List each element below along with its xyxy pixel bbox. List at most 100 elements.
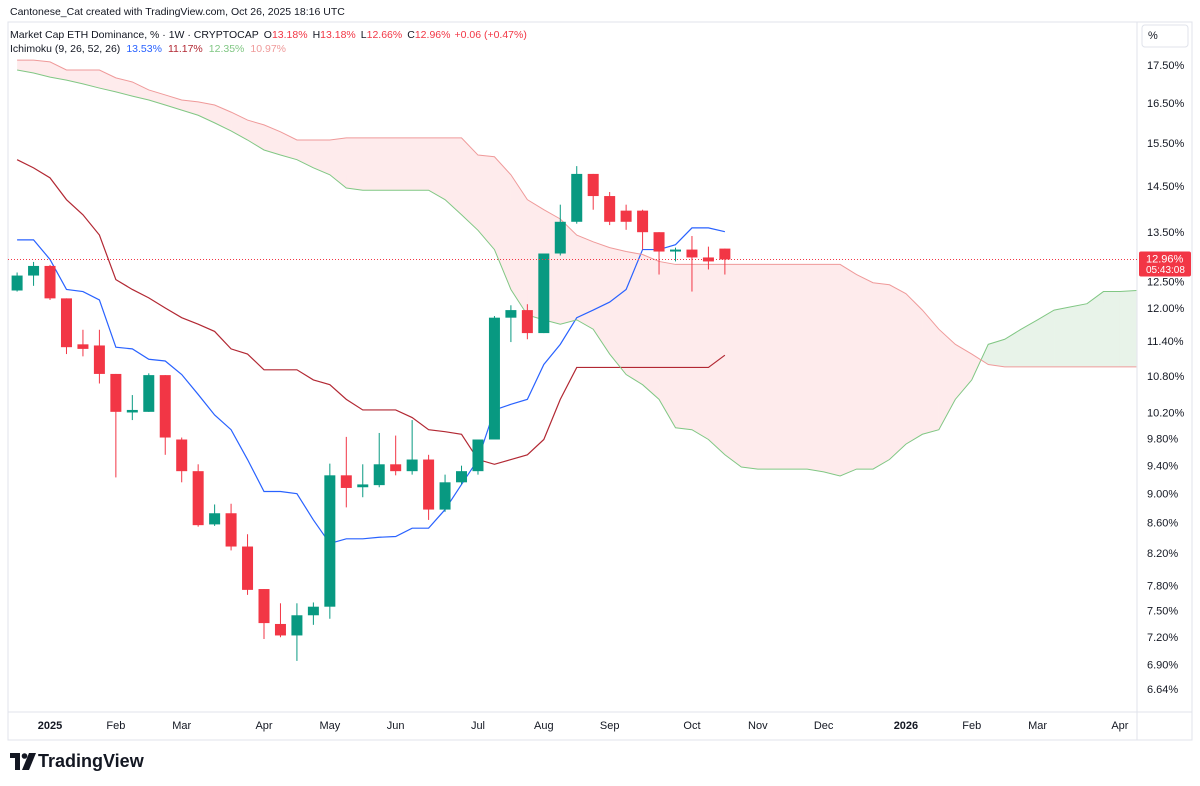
unit-button[interactable] — [1141, 24, 1189, 48]
candle-body — [702, 257, 714, 262]
brand-logo — [10, 753, 36, 770]
candle-body — [11, 275, 23, 291]
y-tick-label: 17.50% — [1147, 60, 1185, 72]
y-tick-label: 9.80% — [1147, 433, 1178, 445]
cloud-segment — [181, 99, 199, 116]
candle-body — [604, 196, 616, 222]
cloud-segment — [609, 247, 627, 375]
indicator-legend: Ichimoku (9, 26, 52, 26) 13.53% 11.17% 12.3… — [10, 43, 286, 55]
cloud-segment — [461, 137, 478, 231]
logo-t — [10, 753, 20, 770]
x-tick-label: Oct — [683, 720, 700, 732]
cloud-segment — [313, 139, 330, 175]
cloud-segment — [115, 77, 133, 97]
y-tick-label: 7.20% — [1147, 632, 1178, 644]
y-tick-label: 8.20% — [1147, 548, 1178, 560]
ohlc-value: 13.18% — [271, 29, 308, 41]
cloud-segment — [955, 344, 972, 400]
indicator-line — [17, 69, 1137, 477]
cloud-segment — [988, 339, 1005, 367]
candle-body — [390, 464, 402, 472]
credit: Cantonese_Cat created with TradingView.c… — [10, 6, 345, 18]
cloud-segment — [329, 137, 347, 188]
cloud-segment — [280, 131, 297, 160]
candle-body — [686, 249, 698, 258]
indicator-value: 13.53% — [126, 43, 162, 55]
cloud-segment — [840, 264, 857, 477]
cloud-segment — [477, 155, 495, 250]
cloud-segment — [823, 264, 841, 477]
y-tick-label: 12.50% — [1147, 277, 1185, 289]
y-tick-label: 6.90% — [1147, 659, 1178, 671]
cloud-segment — [1103, 291, 1120, 367]
y-tick-label: 14.50% — [1147, 181, 1185, 193]
candle-body — [357, 484, 369, 488]
cloud-segment — [33, 60, 51, 78]
cloud-segment — [873, 282, 890, 470]
indicator-line — [17, 59, 1137, 368]
x-tick-label: Sep — [600, 720, 620, 732]
cloud-segment — [922, 310, 939, 435]
cloud-segment — [708, 264, 725, 455]
brand-name: TradingView — [38, 751, 145, 771]
candle-body — [60, 298, 72, 348]
cloud-segment — [675, 264, 692, 430]
ohlc-key: H — [312, 29, 321, 41]
y-tick-label: 9.00% — [1147, 488, 1178, 500]
ohlc-key: L — [360, 29, 367, 41]
cloud-segment — [1087, 291, 1104, 367]
x-tick-label: Apr — [255, 720, 272, 732]
ohlc-value: 12.96% — [414, 29, 451, 41]
cloud-segment — [82, 70, 100, 89]
cloud-segment — [247, 120, 264, 150]
cloud-segment — [691, 264, 709, 440]
x-tick-label: Nov — [748, 720, 768, 732]
cloud-segment — [494, 156, 511, 290]
candle-body — [143, 375, 155, 412]
x-tick-label: 2026 — [894, 720, 918, 732]
cloud-segment — [445, 137, 462, 215]
indicator-value: 11.17% — [167, 43, 203, 55]
candle-body — [28, 265, 40, 276]
cloud-segment — [346, 137, 363, 191]
cloud-segment — [724, 264, 742, 468]
indicator-line — [16, 159, 726, 465]
candle-body — [587, 173, 599, 197]
y-tick-label: 9.40% — [1147, 460, 1178, 472]
y-tick-label: 15.50% — [1147, 138, 1185, 150]
candle-body — [439, 482, 451, 510]
candle-body — [620, 210, 632, 222]
cloud-segment — [379, 137, 396, 191]
candle-body — [176, 439, 188, 472]
cloud-segment — [510, 174, 528, 315]
candle-body — [670, 249, 681, 252]
cloud-segment — [971, 354, 982, 380]
candle-body — [110, 373, 122, 412]
cloud-segment — [774, 264, 791, 470]
cloud-segment — [66, 70, 83, 84]
y-tick-label: 7.50% — [1147, 606, 1178, 618]
unit-button-label[interactable]: % — [1148, 30, 1158, 42]
candle-body — [423, 459, 435, 510]
candle-body — [719, 248, 731, 260]
cloud-segment — [593, 241, 610, 355]
candle-body — [456, 471, 468, 483]
symbol-legend: Market Cap ETH Dominance, % · 1W · CRYPT… — [10, 29, 527, 41]
cloud-segment — [99, 70, 116, 92]
candle-body — [521, 310, 533, 334]
candle-body — [274, 623, 286, 636]
cloud-segment — [17, 60, 34, 73]
logo-dot — [21, 753, 28, 759]
change-value: +0.06 (+0.47%) — [454, 29, 527, 41]
indicator-name: Ichimoku (9, 26, 52, 26) — [10, 43, 121, 55]
cloud-segment — [50, 61, 67, 81]
candle-body — [44, 265, 56, 299]
x-tick-label: Jun — [387, 720, 405, 732]
candle-body — [406, 459, 418, 472]
y-tick-label: 10.80% — [1147, 371, 1185, 383]
indicator-lines — [16, 59, 1137, 545]
x-tick-label: May — [319, 720, 340, 732]
cloud-segment — [395, 137, 413, 191]
cloud-segment — [1054, 306, 1071, 367]
